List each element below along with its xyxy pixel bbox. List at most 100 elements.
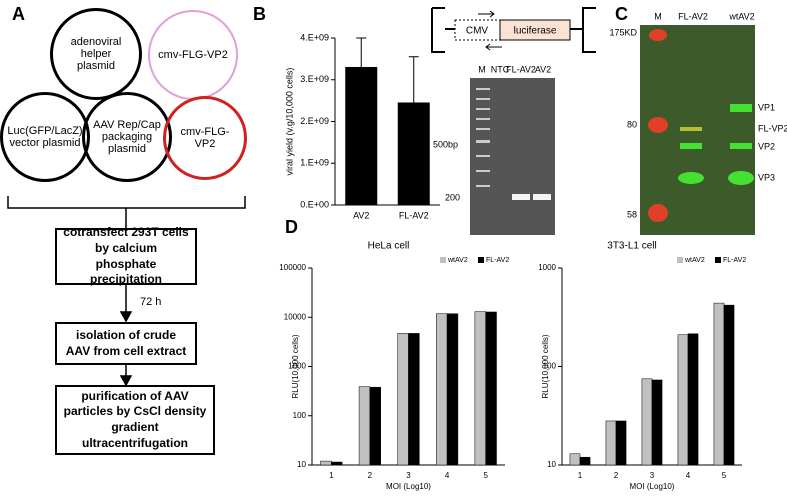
blot-band-label: FL-VP2 (758, 123, 787, 133)
legend-label: FL-AV2 (486, 257, 509, 264)
x-tick-label: 3 (650, 471, 655, 480)
luciferase-box (499, 19, 571, 41)
bar (397, 102, 430, 206)
bar (436, 313, 448, 466)
bar (485, 311, 497, 466)
legend-swatch (677, 257, 683, 263)
bar (579, 456, 591, 466)
construct-bracket (431, 7, 596, 53)
bracket (7, 196, 246, 228)
x-tick-label: 1 (329, 471, 334, 480)
y-tick-label: 10000 (284, 312, 307, 321)
blot-marker: 58 (627, 209, 637, 219)
blot-lane: M (654, 11, 662, 21)
y-axis-label: RLU(10,000 cells) (541, 334, 550, 398)
legend-swatch (478, 257, 484, 263)
plasmid: adenoviral helper plasmid (50, 8, 142, 100)
panel-label: C (615, 4, 628, 24)
x-tick-label: 2 (368, 471, 373, 480)
cmv-box (454, 19, 501, 41)
plasmid: Luc(GFP/LacZ) vector plasmid (0, 92, 90, 182)
gel-band (512, 194, 530, 200)
y-tick-label: 100000 (279, 263, 306, 272)
construct-label: luciferase (514, 26, 557, 37)
y-tick-label: 4.E+09 (300, 32, 329, 42)
x-tick-label: 5 (483, 471, 488, 480)
bar (446, 313, 459, 466)
bar (687, 333, 699, 466)
chart-title: HeLa cell (368, 241, 410, 252)
plasmid: cmv-FLG-VP2 (148, 10, 238, 100)
panel-label: D (285, 217, 298, 237)
x-tick-label: AV2 (353, 210, 369, 220)
blot-lane: FL-AV2 (678, 11, 708, 21)
x-tick-label: 4 (445, 471, 450, 480)
x-tick-label: 1 (578, 471, 583, 480)
y-tick-label: 100 (543, 362, 557, 371)
flow-step: purification of AAV particles by CsCl de… (55, 385, 215, 455)
blot-band-label: VP2 (758, 141, 775, 151)
bar (474, 311, 486, 466)
x-axis-label: MOI (Log10) (386, 482, 431, 491)
blot-band-label: VP1 (758, 102, 775, 112)
gel-lane: NTC (491, 64, 510, 74)
y-tick-label: 0.E+00 (300, 199, 329, 209)
y-axis-label: viral yield (v.g/10,000 cells) (284, 68, 294, 176)
bar (358, 386, 371, 466)
y-tick-label: 1000 (288, 362, 306, 371)
bar (641, 378, 653, 466)
construct-label: CMV (466, 26, 489, 37)
legend-swatch (440, 257, 446, 263)
bar (369, 386, 381, 466)
chart-title: 3T3-L1 cell (607, 241, 656, 252)
flow-arrow (119, 285, 133, 387)
gel-band (533, 194, 551, 200)
gel-lane: FL-AV2 (506, 64, 536, 74)
blot-marker: 175KD (609, 27, 637, 37)
plasmid: AAV Rep/Cap packaging plasmid (82, 92, 172, 182)
bar (723, 304, 735, 466)
flow-step: isolation of crude AAV from cell extract (55, 322, 197, 365)
blot-bands (648, 29, 754, 222)
gel-lane: M (478, 64, 486, 74)
gel-marker: 500bp (433, 139, 458, 149)
y-tick-label: 100 (293, 411, 307, 420)
bar (605, 420, 617, 466)
y-tick-label: 1.E+09 (300, 158, 329, 168)
blot-band-label: VP3 (758, 172, 775, 182)
y-tick-label: 2.E+09 (300, 116, 329, 126)
plasmid: cmv-FLG-VP2 (163, 96, 247, 180)
bar (397, 333, 409, 466)
legend-label: wtAV2 (684, 257, 705, 264)
x-tick-label: 4 (686, 471, 691, 480)
bar (615, 420, 627, 466)
bar (677, 334, 689, 466)
y-tick-label: 1000 (538, 263, 556, 272)
panel-label: B (253, 4, 266, 24)
legend-swatch (715, 257, 721, 263)
y-tick-label: 10 (547, 460, 556, 469)
y-axis-label: RLU(10,000 cells) (291, 334, 300, 398)
blot-marker: 80 (627, 119, 637, 129)
bar (345, 66, 378, 206)
y-tick-label: 10 (297, 460, 306, 469)
primer-arrow (478, 10, 502, 51)
bar (320, 460, 332, 466)
step-time: 72 h (140, 296, 161, 308)
x-axis-label: MOI (Log10) (630, 482, 675, 491)
x-tick-label: 3 (406, 471, 411, 480)
x-tick-label: 5 (722, 471, 727, 480)
y-tick-label: 3.E+09 (300, 74, 329, 84)
x-tick-label: 2 (614, 471, 619, 480)
bar (569, 453, 581, 466)
panel-label: A (12, 4, 25, 24)
bar (713, 302, 725, 466)
flow-step: cotransfect 293T cells by calcium phosph… (55, 225, 197, 286)
error-bar (356, 37, 367, 68)
legend-label: wtAV2 (447, 257, 468, 264)
blot-lane: wtAV2 (728, 11, 754, 21)
error-bar (408, 56, 419, 103)
bar (331, 461, 343, 466)
